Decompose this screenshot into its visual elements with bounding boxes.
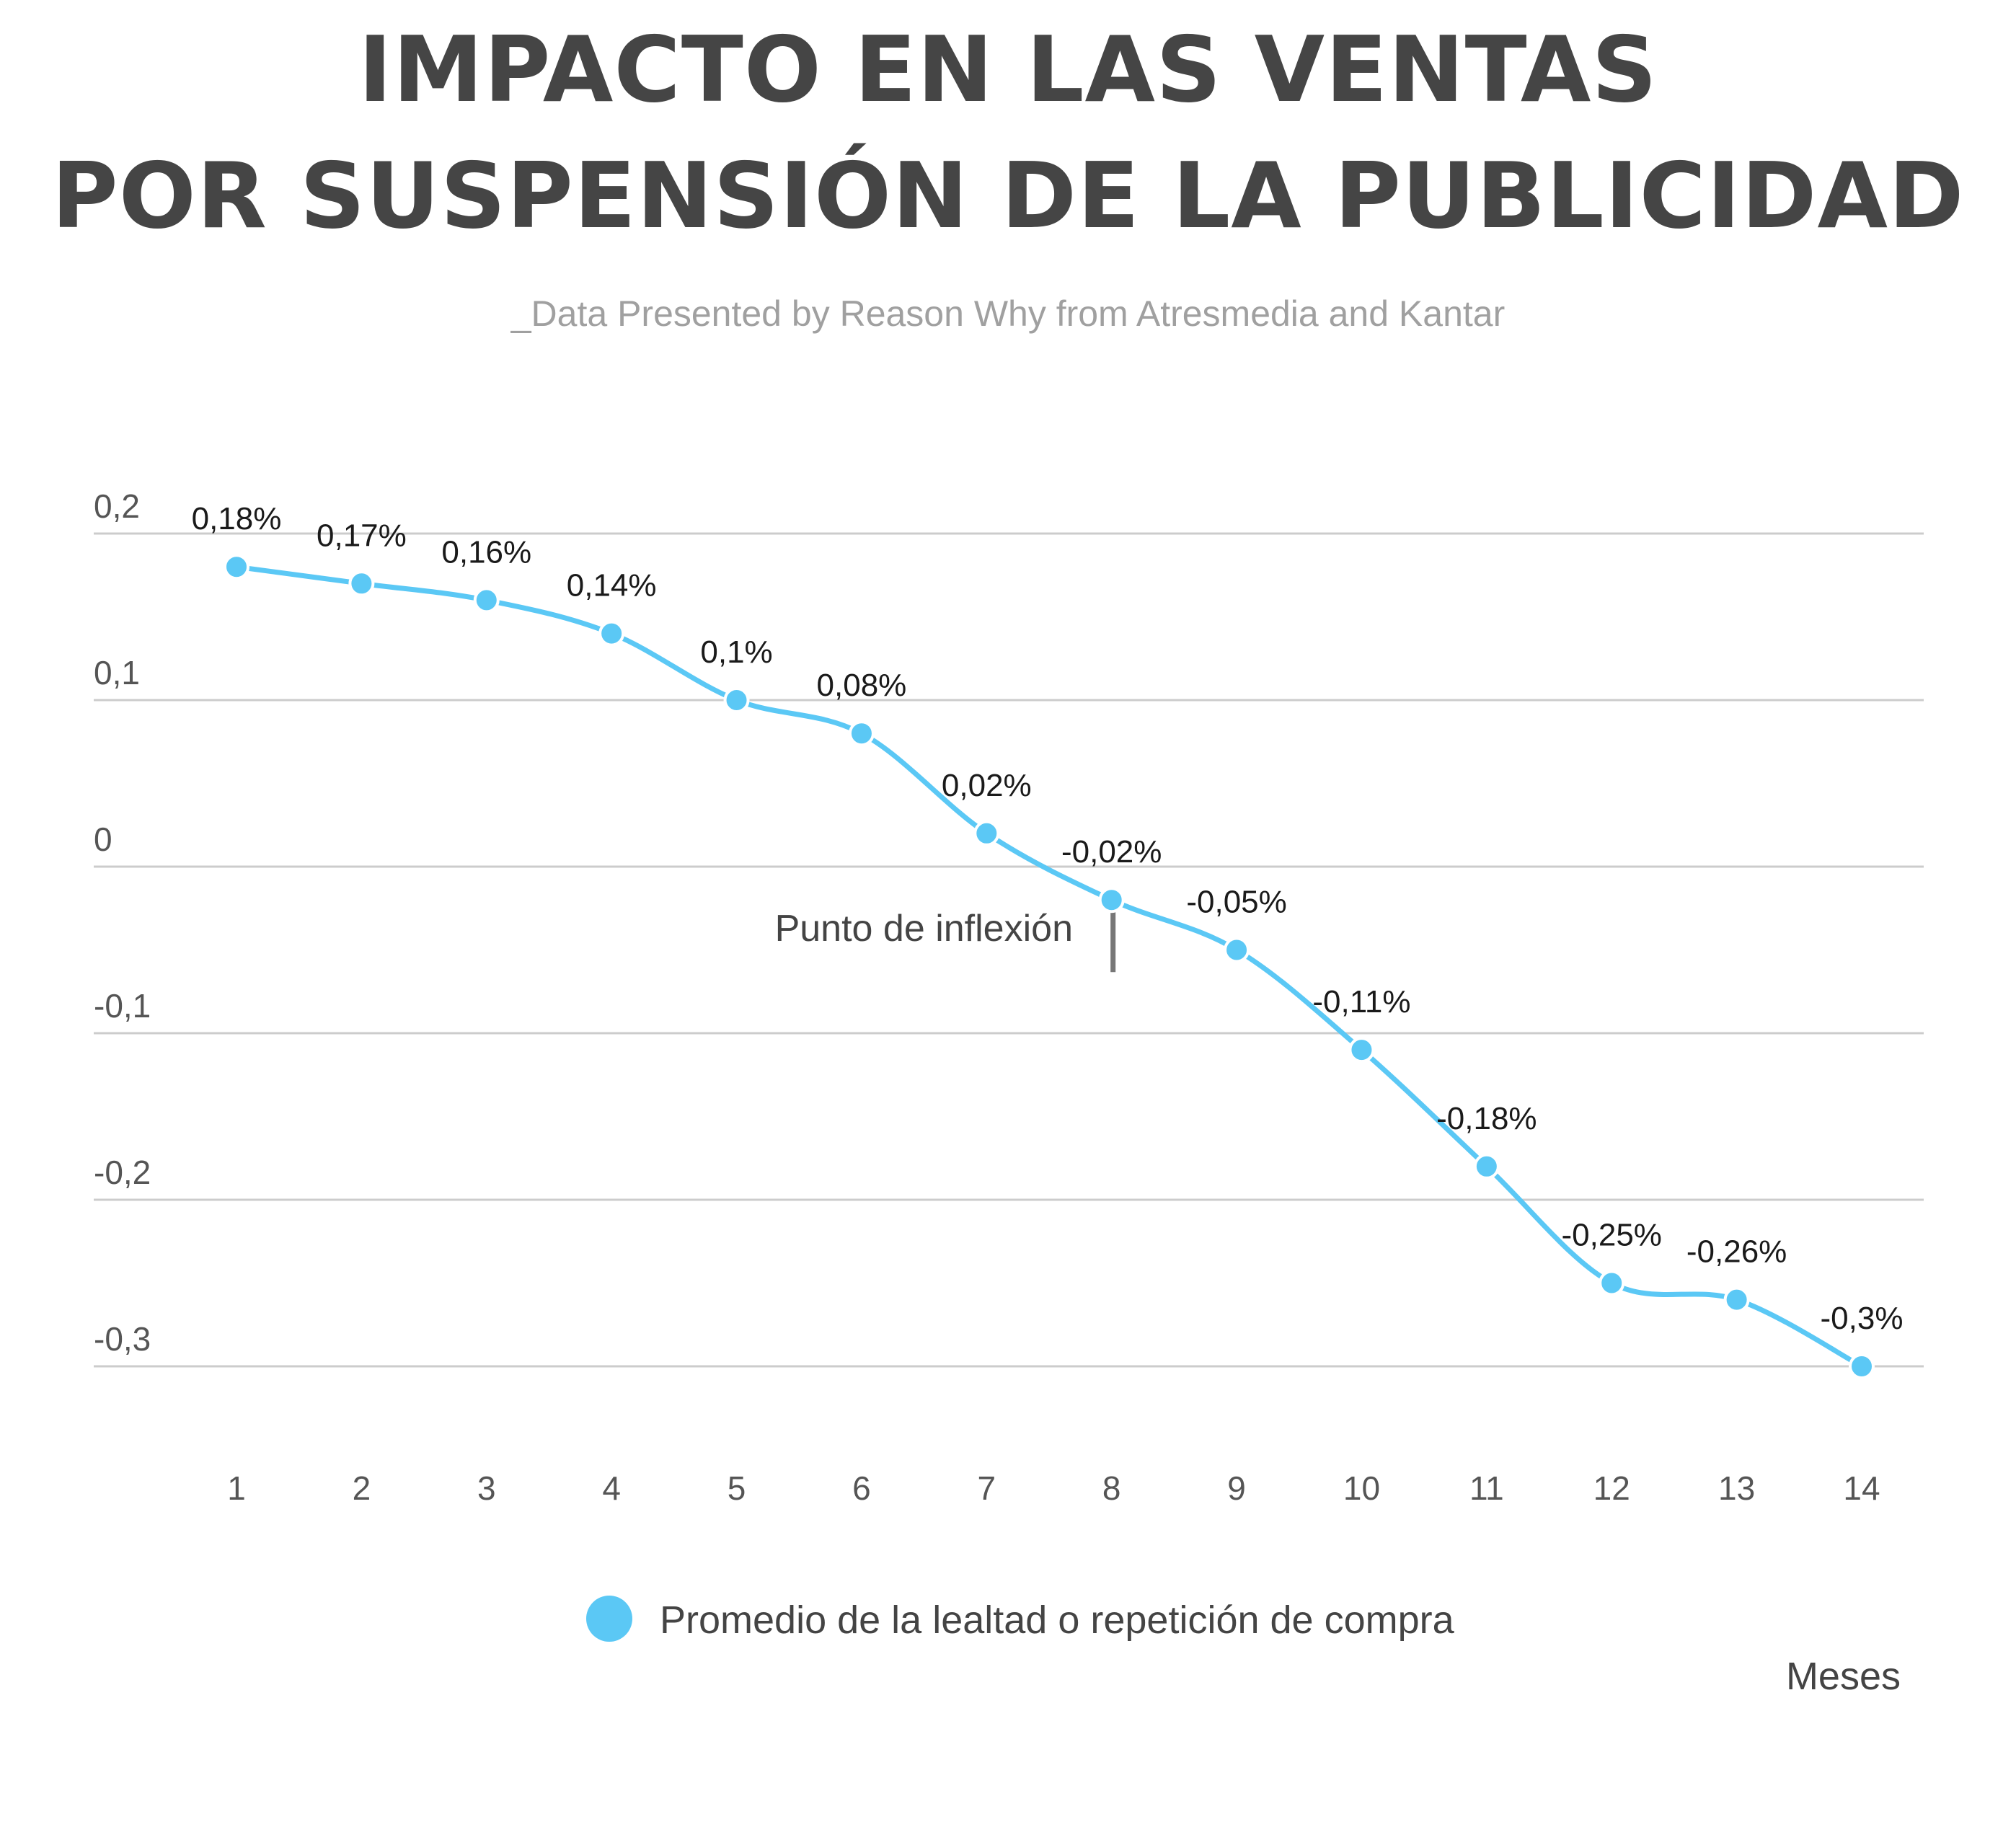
data-point	[723, 687, 750, 713]
data-point	[848, 720, 875, 747]
data-point	[473, 587, 500, 614]
y-tick-label: -0,2	[94, 1154, 151, 1191]
y-tick-label: 0,2	[94, 487, 140, 525]
data-label: 0,08%	[817, 668, 907, 703]
data-point	[1849, 1353, 1875, 1379]
data-label: 0,18%	[192, 501, 282, 536]
y-tick-label: 0	[94, 821, 112, 858]
data-point	[1224, 937, 1250, 963]
data-point	[598, 620, 625, 647]
annotation: Punto de inflexión	[775, 900, 1116, 973]
data-label: 0,1%	[700, 634, 772, 670]
x-tick-label: 6	[852, 1469, 871, 1507]
data-labels: 0,18% 0,17% 0,16% 0,14% 0,1% 0,08% 0,02% -0,02%…	[192, 501, 1904, 1336]
data-point	[1473, 1153, 1500, 1180]
series-line-path	[236, 564, 1863, 1369]
legend-label: Promedio de la lealtad o repetición de c…	[660, 1598, 1455, 1642]
data-label: -0,18%	[1436, 1101, 1537, 1136]
y-tick-label: -0,3	[94, 1320, 151, 1358]
x-tick-label: 10	[1343, 1469, 1380, 1507]
data-point	[1723, 1286, 1750, 1313]
x-tick-label: 8	[1102, 1469, 1121, 1507]
data-point	[1098, 887, 1125, 914]
x-tick-label: 5	[728, 1469, 746, 1507]
x-tick-label: 1	[227, 1469, 246, 1507]
data-point	[224, 554, 249, 580]
x-tick-label: 7	[978, 1469, 996, 1507]
legend: Promedio de la lealtad o repetición de c…	[586, 1596, 1455, 1642]
x-tick-label: 11	[1469, 1469, 1504, 1507]
data-label: -0,02%	[1061, 834, 1162, 870]
data-label: -0,25%	[1562, 1218, 1662, 1253]
x-axis-label: Meses	[1786, 1655, 1901, 1698]
x-axis-ticks: 1 2 3 4 5 6 7 8 9 10 11 12 13 14	[227, 1469, 1880, 1507]
data-label: 0,16%	[441, 534, 531, 570]
legend-swatch	[586, 1596, 632, 1642]
x-tick-label: 2	[353, 1469, 371, 1507]
series-points	[224, 554, 1875, 1379]
y-tick-label: -0,1	[94, 987, 151, 1025]
x-tick-label: 14	[1843, 1469, 1880, 1507]
data-point	[1599, 1270, 1625, 1296]
series-line	[236, 564, 1863, 1369]
data-label: 0,02%	[942, 768, 1032, 803]
x-tick-label: 13	[1718, 1469, 1755, 1507]
data-label: -0,11%	[1312, 984, 1410, 1019]
data-label: -0,05%	[1186, 885, 1286, 920]
x-tick-label: 3	[477, 1469, 496, 1507]
y-tick-label: 0,1	[94, 654, 140, 691]
y-axis-ticks: 0,2 0,1 0 -0,1 -0,2 -0,3	[94, 487, 151, 1358]
data-label: -0,3%	[1821, 1301, 1904, 1336]
chart-title-line-2: POR SUSPENSIÓN DE LA PUBLICIDAD	[51, 142, 1964, 249]
data-point	[1348, 1037, 1375, 1063]
chart-title-line-1: IMPACTO EN LAS VENTAS	[358, 17, 1658, 123]
x-tick-label: 12	[1593, 1469, 1630, 1507]
data-label: 0,14%	[567, 568, 657, 603]
data-label: -0,26%	[1686, 1234, 1787, 1270]
annotation-label: Punto de inflexión	[775, 908, 1073, 950]
chart-subtitle: _Data Presented by Reason Why from Atres…	[510, 293, 1506, 334]
gridlines	[94, 532, 1924, 1368]
data-label: 0,17%	[317, 518, 407, 553]
x-tick-label: 9	[1227, 1469, 1246, 1507]
x-tick-label: 4	[602, 1469, 621, 1507]
data-point	[348, 570, 375, 597]
data-point	[973, 820, 1000, 846]
